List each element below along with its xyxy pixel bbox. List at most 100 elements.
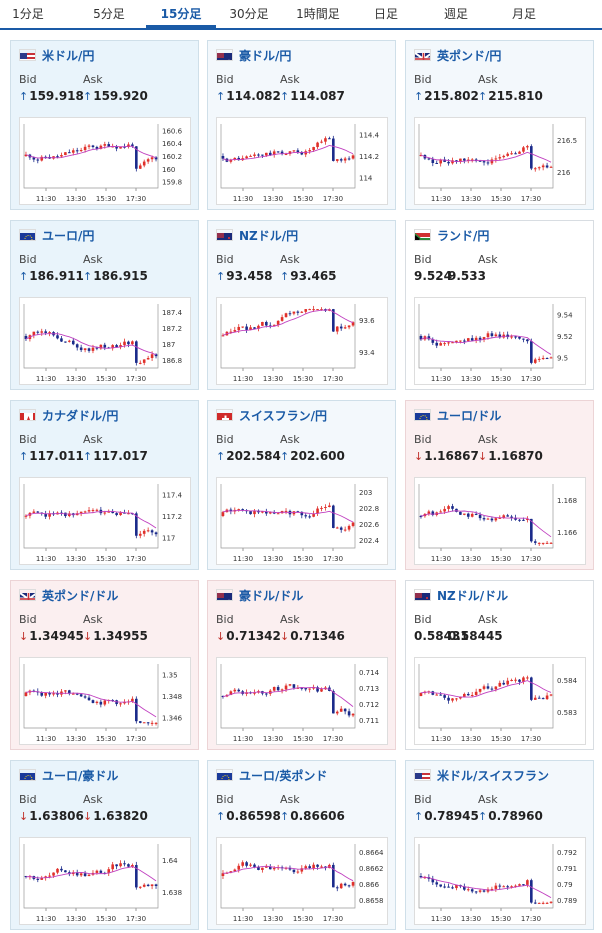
pair-title-link[interactable]: NZドル/ドル xyxy=(414,587,508,603)
bid-value: ↑0.78945 xyxy=(414,809,479,823)
candle-body xyxy=(79,873,83,876)
mini-candlestick-chart[interactable]: 0.714 0.713 0.712 0.711 11:30 13:30 15:30 17:30 xyxy=(216,657,388,745)
rate-card[interactable]: 英ポンド/ドル Bid Ask ↓1.34945 ↓1.34955 1.35 1.… xyxy=(10,580,199,750)
pair-title-link[interactable]: ランド/円 xyxy=(414,227,489,243)
tab-4[interactable]: 1時間足 xyxy=(296,7,340,21)
mini-candlestick-chart[interactable]: 187.4 187.2 187 186.8 11:30 13:30 15:30 17:30 xyxy=(19,297,191,385)
mini-candlestick-chart[interactable]: 1.168 1.166 11:30 13:30 15:30 17:30 xyxy=(414,477,586,565)
candle-body xyxy=(296,150,300,153)
rate-card[interactable]: 米ドル/スイスフラン Bid Ask ↑0.78945 ↑0.78960 0.7… xyxy=(405,760,594,930)
x-tick-label: 11:30 xyxy=(233,915,253,923)
pair-title-link[interactable]: カナダドル/円 xyxy=(19,407,118,423)
candle-body xyxy=(91,145,95,147)
rate-card[interactable]: ユーロ/豪ドル Bid Ask ↓1.63806 ↓1.63820 1.64 1.… xyxy=(10,760,199,930)
tab-7[interactable]: 月足 xyxy=(511,7,536,21)
rate-card[interactable]: 英ポンド/円 Bid Ask ↑215.802 ↑215.810 216.5 21… xyxy=(405,40,594,210)
mini-candlestick-chart[interactable]: 93.6 93.4 11:30 13:30 15:30 17:30 xyxy=(216,297,388,385)
y-tick-label: 203 xyxy=(359,489,372,497)
candle-body xyxy=(447,886,450,888)
ask-label: Ask xyxy=(280,613,300,626)
candle-body xyxy=(332,691,335,714)
candle-body xyxy=(123,341,126,346)
mini-candlestick-chart[interactable]: 117.4 117.2 117 11:30 13:30 15:30 17:30 xyxy=(19,477,191,565)
tab-0[interactable]: 1分足 xyxy=(12,7,44,21)
pair-title-link[interactable]: 米ドル/円 xyxy=(19,47,94,63)
candle-body xyxy=(56,868,59,873)
mini-candlestick-chart[interactable]: 0.584 0.583 11:30 13:30 15:30 17:30 xyxy=(414,657,586,745)
mini-candlestick-chart[interactable]: 1.35 1.348 1.346 11:30 13:30 15:30 17:30 xyxy=(19,657,191,745)
tab-5[interactable]: 日足 xyxy=(373,7,398,21)
mini-candlestick-chart[interactable]: 216.5 216 11:30 13:30 15:30 17:30 xyxy=(414,117,586,205)
bid-label: Bid xyxy=(216,793,234,806)
rate-card[interactable]: NZドル/ドル Bid Ask 0.58431 0.58445 0.584 0.5… xyxy=(405,580,594,750)
candle-body xyxy=(332,864,335,888)
tab-1[interactable]: 5分足 xyxy=(93,7,125,21)
pair-title-link[interactable]: NZドル/円 xyxy=(216,227,298,243)
candle-body xyxy=(526,677,529,679)
rate-card[interactable]: 豪ドル/ドル Bid Ask ↓0.71342 ↓0.71346 0.714 0.… xyxy=(207,580,396,750)
mini-candlestick-chart[interactable]: 1.64 1.638 11:30 13:30 15:30 17:30 xyxy=(19,837,191,925)
pair-title-link[interactable]: 豪ドル/円 xyxy=(216,47,291,63)
au-flag-icon xyxy=(216,589,233,601)
rate-card[interactable]: 米ドル/円 Bid Ask ↑159.918 ↑159.920 160.6 160… xyxy=(10,40,199,210)
rate-card[interactable]: スイスフラン/円 Bid Ask ↑202.584 ↑202.600 203 20… xyxy=(207,400,396,570)
candle-body xyxy=(99,344,103,349)
candle-body xyxy=(486,686,490,689)
candle-body xyxy=(419,336,423,340)
pair-title-link[interactable]: 英ポンド/ドル xyxy=(19,587,118,603)
candle-body xyxy=(146,530,150,532)
pair-title-link[interactable]: 米ドル/スイスフラン xyxy=(414,767,549,783)
candle-body xyxy=(486,518,490,520)
candle-body xyxy=(154,157,158,160)
candle-body xyxy=(328,138,331,140)
y-tick-label: 1.168 xyxy=(557,497,577,505)
x-tick-label: 13:30 xyxy=(66,375,86,383)
ask-value: ↓1.16870 xyxy=(478,449,543,463)
rate-card[interactable]: ランド/円 Bid Ask 9.524 9.533 9.54 9.52 9.5 11:… xyxy=(405,220,594,390)
pair-title-link[interactable]: 豪ドル/ドル xyxy=(216,587,303,603)
mini-candlestick-chart[interactable]: 203 202.8 202.6 202.4 11:30 13:30 15:30 17:30 xyxy=(216,477,388,565)
mini-candlestick-chart[interactable]: 0.792 0.791 0.79 0.789 11:30 13:30 15:30 17:30 xyxy=(414,837,586,925)
candle-body xyxy=(455,160,458,162)
candle-body xyxy=(510,516,513,518)
candle-body xyxy=(138,721,142,723)
pair-title-link[interactable]: ユーロ/ドル xyxy=(414,407,501,423)
chart-svg: 1.35 1.348 1.346 11:30 13:30 15:30 17:30 xyxy=(23,664,183,743)
nz-flag-icon xyxy=(414,589,431,601)
pair-name: ユーロ/円 xyxy=(42,228,95,243)
pair-title-link[interactable]: スイスフラン/円 xyxy=(216,407,327,423)
candle-body xyxy=(427,158,431,160)
mini-candlestick-chart[interactable]: 114.4 114.2 114 11:30 13:30 15:30 17:30 xyxy=(216,117,388,205)
candle-body xyxy=(32,511,36,513)
ask-value: ↑159.920 xyxy=(83,89,148,103)
tab-2[interactable]: 15分足 xyxy=(146,0,216,28)
candle-body xyxy=(64,152,67,156)
candle-body xyxy=(68,513,71,517)
candle-body xyxy=(533,902,537,904)
mini-candlestick-chart[interactable]: 160.6 160.4 160.2 160 159.8 11:30 13:30 15:30 17… xyxy=(19,117,191,205)
candle-body xyxy=(316,309,319,311)
plot-frame xyxy=(220,304,356,369)
candle-body xyxy=(537,167,541,169)
moving-average-line xyxy=(25,866,157,882)
pair-title-link[interactable]: 英ポンド/円 xyxy=(414,47,501,63)
pair-title-link[interactable]: ユーロ/英ポンド xyxy=(216,767,327,783)
pair-title-link[interactable]: ユーロ/円 xyxy=(19,227,94,243)
mini-candlestick-chart[interactable]: 0.8664 0.8662 0.866 0.8658 11:30 13:30 15:30 17… xyxy=(216,837,388,925)
x-tick-label: 17:30 xyxy=(126,195,146,203)
tab-6[interactable]: 週足 xyxy=(443,7,468,21)
candle-body xyxy=(451,342,454,344)
rate-card[interactable]: ユーロ/円 Bid Ask ↑186.911 ↑186.915 187.4 187… xyxy=(10,220,199,390)
timeframe-tabs: 1分足 5分足 15分足 30分足 1時間足 日足 週足 月足 xyxy=(0,0,602,30)
rate-card[interactable]: カナダドル/円 Bid Ask ↑117.011 ↑117.017 117.4 1… xyxy=(10,400,199,570)
candle-body xyxy=(24,336,28,340)
tab-3[interactable]: 30分足 xyxy=(229,7,269,21)
pair-title-link[interactable]: ユーロ/豪ドル xyxy=(19,767,118,783)
rate-card[interactable]: 豪ドル/円 Bid Ask ↑114.082 ↑114.087 114.4 114… xyxy=(207,40,396,210)
ask-label: Ask xyxy=(478,613,498,626)
rate-card[interactable]: ユーロ/英ポンド Bid Ask ↑0.86598 ↑0.86606 0.866… xyxy=(207,760,396,930)
mini-candlestick-chart[interactable]: 9.54 9.52 9.5 11:30 13:30 15:30 17:30 xyxy=(414,297,586,385)
moving-average-line xyxy=(420,335,552,355)
rate-card[interactable]: NZドル/円 Bid Ask ↑93.458 ↑93.465 93.6 93.4 1… xyxy=(207,220,396,390)
rate-card[interactable]: ユーロ/ドル Bid Ask ↓1.16867 ↓1.16870 1.168 1.… xyxy=(405,400,594,570)
